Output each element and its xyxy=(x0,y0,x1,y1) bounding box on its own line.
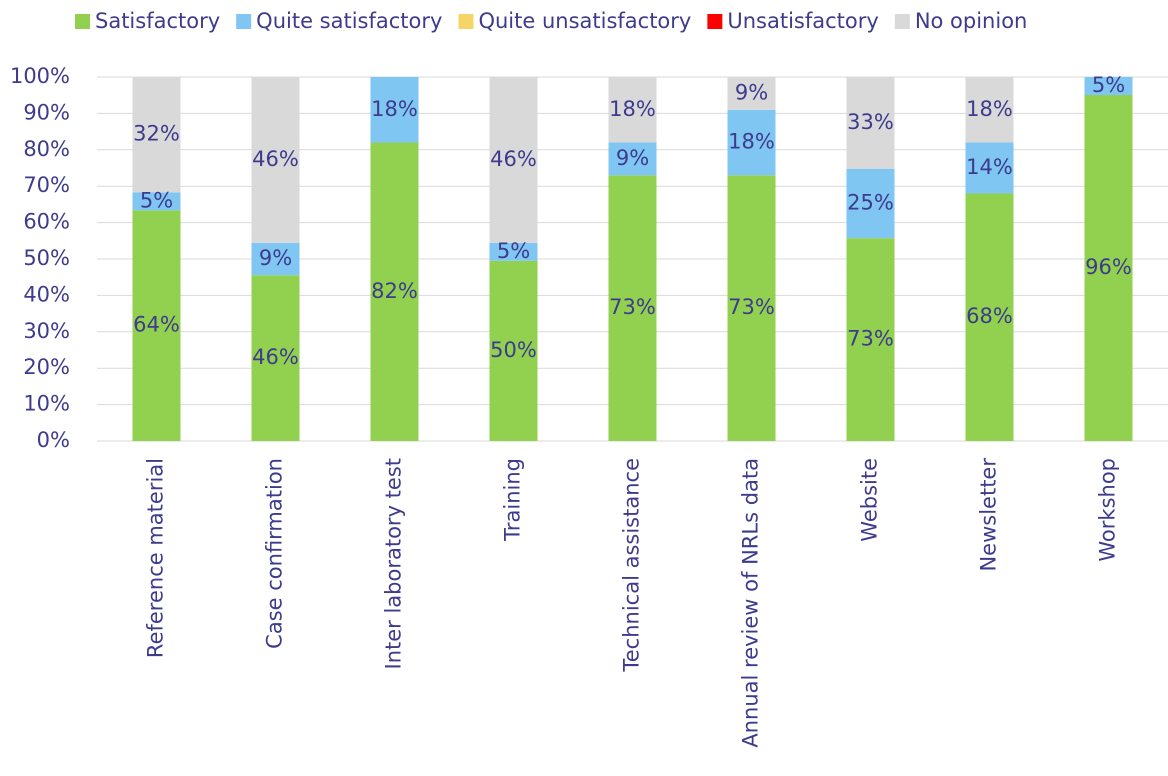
x-tick-label: Reference material xyxy=(144,458,168,658)
data-label: 5% xyxy=(497,239,530,263)
y-tick-label: 10% xyxy=(23,392,70,416)
data-label: 9% xyxy=(735,80,768,104)
bar-segment xyxy=(251,77,300,243)
data-label: 25% xyxy=(847,190,894,214)
bar-segment xyxy=(727,175,776,441)
x-tick-label: Website xyxy=(858,458,882,542)
x-tick-label: Annual review of NRLs data xyxy=(739,458,763,748)
data-label: 64% xyxy=(133,313,180,337)
data-label: 50% xyxy=(490,338,537,362)
x-tick-label: Inter laboratory test xyxy=(382,458,406,670)
y-tick-label: 80% xyxy=(23,137,70,161)
data-label: 18% xyxy=(728,130,775,154)
x-tick-label: Technical assistance xyxy=(620,458,644,673)
data-label: 5% xyxy=(140,188,173,212)
legend-label: Unsatisfactory xyxy=(727,9,878,33)
bar-segment xyxy=(608,77,657,143)
bar-segment xyxy=(965,142,1014,194)
bar-segment xyxy=(727,77,776,110)
legend-swatch xyxy=(894,14,910,29)
data-label: 46% xyxy=(252,345,299,369)
bar-segment xyxy=(132,77,181,193)
data-label: 32% xyxy=(133,122,180,146)
data-label: 96% xyxy=(1085,255,1132,279)
legend-label: Satisfactory xyxy=(95,9,220,33)
legend-label: No opinion xyxy=(915,9,1028,33)
bar-segment xyxy=(608,142,657,176)
legend-swatch xyxy=(75,14,90,29)
bar-segment xyxy=(608,175,657,441)
bar-segment xyxy=(965,193,1014,441)
bar-segment xyxy=(1084,95,1133,441)
bar-segment xyxy=(370,77,419,143)
data-label: 73% xyxy=(609,295,656,319)
legend-swatch xyxy=(236,14,252,29)
data-label: 46% xyxy=(252,147,299,171)
y-tick-label: 40% xyxy=(23,282,70,306)
x-tick-label: Newsletter xyxy=(977,458,1001,572)
bar-segment xyxy=(251,275,300,441)
data-label: 18% xyxy=(609,97,656,121)
data-label: 18% xyxy=(966,97,1013,121)
data-label: 18% xyxy=(371,97,418,121)
bar-segment xyxy=(251,242,300,276)
x-tick-label: Case confirmation xyxy=(263,458,287,649)
legend-label: Quite unsatisfactory xyxy=(478,9,691,33)
bar-segment xyxy=(846,168,895,239)
bar-segment xyxy=(846,77,895,169)
y-tick-label: 50% xyxy=(23,246,70,270)
legend-swatch xyxy=(458,14,474,29)
data-label: 68% xyxy=(966,304,1013,328)
bar-segment xyxy=(965,77,1014,143)
y-tick-label: 30% xyxy=(23,319,70,343)
bar-segment xyxy=(489,242,538,261)
bar-segment xyxy=(727,109,776,176)
bar-segment xyxy=(489,260,538,441)
bar-segment xyxy=(132,192,181,211)
y-tick-label: 0% xyxy=(37,428,70,452)
data-label: 46% xyxy=(490,147,537,171)
bar-segment xyxy=(370,142,419,441)
bar-segment xyxy=(846,238,895,441)
bar-segment xyxy=(489,77,538,243)
data-label: 73% xyxy=(728,295,775,319)
bar-segment xyxy=(132,210,181,441)
data-label: 9% xyxy=(259,246,292,270)
y-tick-label: 100% xyxy=(10,64,70,88)
data-label: 9% xyxy=(616,146,649,170)
legend-label: Quite satisfactory xyxy=(256,9,442,33)
data-label: 73% xyxy=(847,327,894,351)
data-label: 14% xyxy=(966,155,1013,179)
data-label: 5% xyxy=(1092,73,1125,97)
data-label: 33% xyxy=(847,110,894,134)
y-tick-label: 60% xyxy=(23,210,70,234)
legend-swatch xyxy=(707,14,723,29)
y-tick-label: 20% xyxy=(23,355,70,379)
x-tick-label: Workshop xyxy=(1096,458,1120,562)
y-tick-label: 70% xyxy=(23,173,70,197)
bar-segment xyxy=(1084,77,1133,96)
data-label: 82% xyxy=(371,279,418,303)
y-tick-label: 90% xyxy=(23,100,70,124)
x-tick-label: Training xyxy=(501,458,525,542)
